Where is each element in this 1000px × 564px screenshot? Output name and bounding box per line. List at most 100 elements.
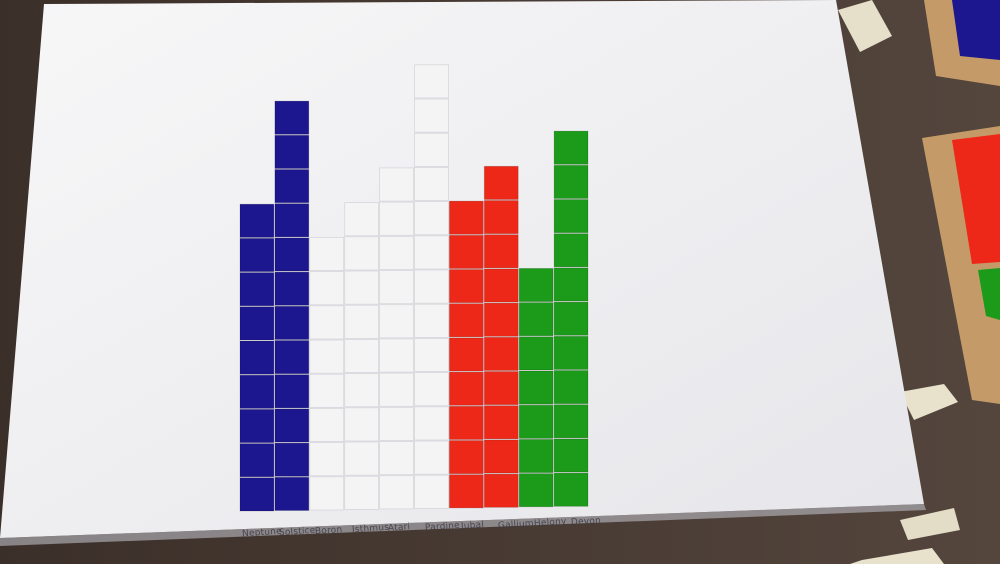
tile (518, 404, 554, 439)
tile (414, 132, 449, 167)
tile (274, 442, 310, 477)
tile (379, 235, 414, 270)
tile (414, 372, 449, 407)
tile (379, 372, 414, 407)
tile (344, 338, 380, 373)
paper-shadow-edge (0, 504, 926, 546)
tile (274, 237, 310, 272)
tile (483, 302, 519, 337)
tile (448, 303, 484, 338)
tile (553, 301, 589, 336)
tile (274, 203, 310, 238)
tile-bar-chart (239, 64, 589, 512)
tile (309, 305, 345, 340)
tile (344, 236, 380, 271)
tape-right (900, 384, 958, 420)
bar-solstice (274, 100, 310, 511)
tile (344, 304, 380, 339)
bar-pardine (414, 64, 449, 509)
tile (239, 443, 275, 478)
tile (414, 201, 449, 236)
tile (518, 370, 554, 405)
tile (379, 441, 414, 476)
tile (274, 340, 310, 375)
tile (483, 336, 519, 371)
tile (274, 476, 310, 511)
tile (553, 438, 589, 473)
tile (309, 442, 345, 477)
tile (448, 371, 484, 406)
tile (344, 373, 380, 408)
tape-top-right (838, 0, 892, 52)
tile (448, 337, 484, 372)
tile (448, 234, 484, 269)
tape-bottom-right (850, 548, 944, 564)
category-label-boron: Boron (314, 524, 343, 537)
tile (309, 339, 345, 374)
tile (274, 374, 310, 409)
tile (239, 374, 275, 409)
tile (518, 336, 554, 371)
tile (483, 371, 519, 406)
tile (309, 271, 345, 306)
category-label-jubal: Jubal (460, 520, 485, 532)
tile (239, 237, 275, 272)
tile (553, 267, 589, 302)
tile (344, 202, 380, 237)
tile (553, 472, 589, 507)
tile (483, 405, 519, 440)
tile (274, 271, 310, 306)
tile (379, 304, 414, 339)
bar-devon (553, 130, 589, 507)
tile (483, 200, 519, 235)
tile (553, 199, 589, 234)
tile (518, 473, 554, 508)
tile (448, 405, 484, 440)
tile (309, 476, 345, 511)
bar-atari (379, 167, 414, 510)
tile (553, 335, 589, 370)
tile (414, 303, 449, 338)
bar-gallium (483, 165, 519, 508)
tile (414, 269, 449, 304)
tile (344, 441, 380, 476)
category-label-gallium: Gallium (497, 518, 534, 531)
tile (239, 272, 275, 307)
tape-bottom-right-2 (900, 508, 960, 540)
bar-boron (309, 236, 345, 511)
tile (379, 167, 414, 202)
tile (274, 408, 310, 443)
tile (344, 270, 380, 305)
tile (379, 201, 414, 236)
tile (553, 233, 589, 268)
tile (274, 134, 310, 169)
tile (379, 406, 414, 441)
tile (274, 305, 310, 340)
tile (309, 373, 345, 408)
tile (379, 475, 414, 510)
tile (239, 477, 275, 512)
tile (414, 64, 449, 99)
tile (379, 270, 414, 305)
tile (483, 473, 519, 508)
tile (274, 100, 310, 135)
bar-helony (518, 267, 554, 508)
tile (448, 269, 484, 304)
tile (518, 267, 554, 302)
tile (414, 406, 449, 441)
tile (239, 306, 275, 341)
tile (483, 439, 519, 474)
bar-jubal (448, 200, 484, 509)
poster-paper (0, 0, 924, 538)
bar-neptune (239, 203, 275, 512)
tile (414, 337, 449, 372)
tile (553, 164, 589, 199)
tile (448, 474, 484, 509)
tile (483, 268, 519, 303)
bar-isthmus (344, 202, 380, 510)
tile (483, 234, 519, 269)
tile (414, 440, 449, 475)
tile (483, 165, 519, 200)
tile (344, 407, 380, 442)
